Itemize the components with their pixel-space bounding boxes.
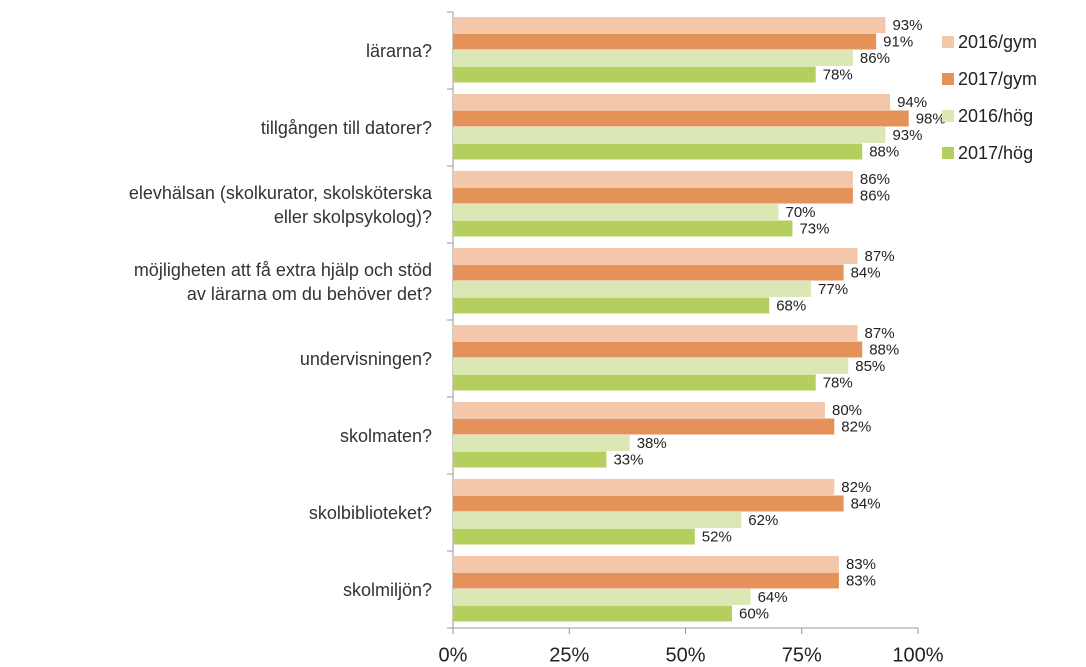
- bar: [453, 17, 886, 33]
- bar: [453, 512, 742, 528]
- value-label: 78%: [823, 375, 853, 392]
- value-label: 94%: [897, 94, 927, 111]
- bar: [453, 127, 886, 143]
- category-label: skolmiljön?: [342, 579, 432, 600]
- bar: [453, 572, 839, 589]
- value-label: 87%: [865, 325, 895, 342]
- legend-label: 2016/gym: [958, 32, 1037, 52]
- value-label: 84%: [851, 496, 881, 513]
- x-tick-label: 25%: [549, 644, 589, 666]
- bar: [453, 281, 812, 297]
- value-label: 77%: [818, 281, 848, 298]
- bar: [453, 248, 858, 264]
- bar: [453, 451, 607, 468]
- value-label: 98%: [916, 111, 946, 128]
- category-label: skolbiblioteket?: [308, 502, 432, 523]
- value-label: 70%: [786, 204, 816, 221]
- value-label: 38%: [637, 435, 667, 452]
- value-label: 73%: [799, 221, 829, 238]
- bar: [453, 495, 844, 512]
- bar: [453, 435, 630, 451]
- legend-swatch: [942, 36, 954, 48]
- legend-label: 2017/gym: [958, 69, 1037, 89]
- value-label: 80%: [832, 402, 862, 419]
- category-label: skolmaten?: [339, 425, 432, 446]
- bar: [453, 171, 853, 187]
- bar: [453, 220, 793, 237]
- value-label: 93%: [892, 127, 922, 144]
- value-label: 83%: [846, 556, 876, 573]
- bar: [453, 325, 858, 341]
- value-label: 60%: [739, 606, 769, 623]
- value-label: 78%: [823, 67, 853, 84]
- value-label: 86%: [860, 50, 890, 67]
- legend-swatch: [942, 73, 954, 85]
- value-label: 62%: [748, 512, 778, 529]
- bar: [453, 358, 849, 374]
- bar: [453, 374, 816, 391]
- x-tick-label: 100%: [892, 644, 943, 666]
- bar: [453, 479, 835, 495]
- legend-swatch: [942, 147, 954, 159]
- value-label: 64%: [758, 589, 788, 606]
- bar: [453, 528, 695, 545]
- bar: [453, 297, 770, 314]
- bar: [453, 264, 844, 281]
- x-tick-label: 50%: [665, 644, 705, 666]
- value-label: 33%: [613, 452, 643, 469]
- value-label: 82%: [841, 419, 871, 436]
- legend-swatch: [942, 110, 954, 122]
- value-label: 93%: [892, 17, 922, 34]
- bar: [453, 143, 863, 160]
- bar: [453, 556, 839, 572]
- legend-label: 2017/hög: [958, 143, 1033, 163]
- category-label: tillgången till datorer?: [260, 117, 432, 138]
- bar: [453, 589, 751, 605]
- bar: [453, 204, 779, 220]
- value-label: 86%: [860, 188, 890, 205]
- value-label: 52%: [702, 529, 732, 546]
- bar: [453, 341, 863, 358]
- bar: [453, 605, 732, 622]
- category-label: undervisningen?: [299, 348, 432, 369]
- bar: [453, 66, 816, 83]
- value-label: 91%: [883, 34, 913, 51]
- value-label: 84%: [851, 265, 881, 282]
- category-label: elevhälsan (skolkurator, skolsköterska e…: [128, 182, 432, 227]
- value-label: 83%: [846, 573, 876, 590]
- value-label: 88%: [869, 144, 899, 161]
- bar: [453, 50, 853, 66]
- legend-label: 2016/hög: [958, 106, 1033, 126]
- bar: [453, 187, 853, 204]
- value-label: 88%: [869, 342, 899, 359]
- x-tick-label: 75%: [782, 644, 822, 666]
- category-label: möjligheten att få extra hjälp och stöd …: [133, 259, 432, 304]
- x-tick-label: 0%: [439, 644, 468, 666]
- bar: [453, 402, 825, 418]
- bar: [453, 94, 891, 110]
- bar: [453, 110, 909, 127]
- value-label: 85%: [855, 358, 885, 375]
- category-label: lärarna?: [365, 40, 432, 61]
- bar: [453, 418, 835, 435]
- value-label: 68%: [776, 298, 806, 315]
- value-label: 87%: [865, 248, 895, 265]
- value-label: 86%: [860, 171, 890, 188]
- bar: [453, 33, 877, 50]
- value-label: 82%: [841, 479, 871, 496]
